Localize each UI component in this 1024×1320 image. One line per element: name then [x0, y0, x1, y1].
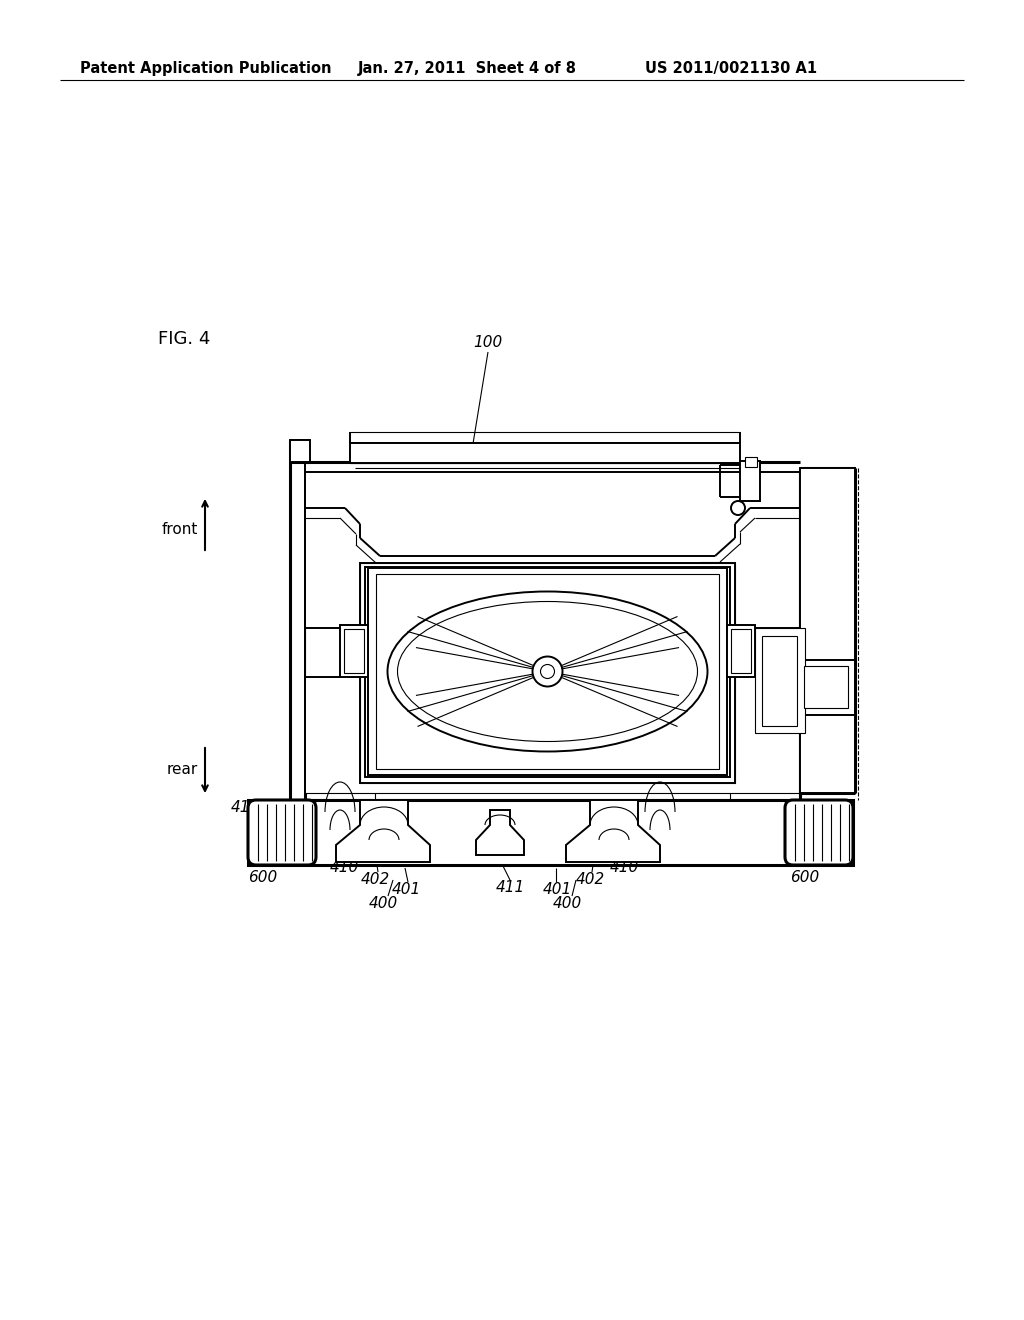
Text: 411: 411	[496, 880, 524, 895]
Text: 410: 410	[609, 861, 639, 875]
Bar	[755, 628, 805, 733]
Text: 400: 400	[369, 896, 397, 911]
Ellipse shape	[397, 602, 697, 742]
Bar	[344, 630, 364, 673]
Polygon shape	[476, 810, 524, 855]
Text: Jan. 27, 2011  Sheet 4 of 8: Jan. 27, 2011 Sheet 4 of 8	[358, 61, 577, 75]
Text: 100: 100	[473, 335, 503, 350]
Text: 402: 402	[575, 873, 604, 887]
Text: US 2011/0021130 A1: US 2011/0021130 A1	[645, 61, 817, 75]
Text: FIG. 4: FIG. 4	[158, 330, 210, 348]
Bar	[376, 574, 719, 770]
Text: 401: 401	[391, 882, 421, 898]
Bar	[360, 564, 735, 783]
Text: 600: 600	[248, 870, 278, 884]
Bar	[350, 444, 740, 463]
Text: 401: 401	[543, 882, 571, 898]
Bar	[365, 568, 730, 777]
Circle shape	[731, 502, 745, 515]
Text: 412: 412	[230, 800, 260, 816]
Ellipse shape	[387, 591, 708, 751]
Text: 400: 400	[552, 896, 582, 911]
Text: 410: 410	[330, 861, 358, 875]
Text: rear: rear	[167, 763, 198, 777]
Bar	[745, 457, 757, 467]
Text: 402: 402	[360, 873, 389, 887]
Bar	[731, 630, 751, 673]
Circle shape	[532, 656, 562, 686]
Bar	[797, 660, 855, 715]
Bar	[368, 568, 727, 775]
Bar	[800, 469, 855, 793]
Bar	[290, 440, 310, 462]
FancyBboxPatch shape	[248, 800, 316, 865]
Bar	[248, 800, 853, 865]
Polygon shape	[566, 800, 660, 862]
Bar	[804, 667, 848, 708]
Bar	[727, 624, 755, 677]
Text: Patent Application Publication: Patent Application Publication	[80, 61, 332, 75]
Bar	[740, 461, 760, 502]
Bar	[360, 564, 735, 783]
Text: front: front	[162, 523, 198, 537]
Bar	[340, 624, 368, 677]
FancyBboxPatch shape	[785, 800, 853, 865]
Circle shape	[541, 664, 555, 678]
Polygon shape	[336, 800, 430, 862]
Bar	[762, 636, 797, 726]
Text: 600: 600	[790, 870, 819, 884]
